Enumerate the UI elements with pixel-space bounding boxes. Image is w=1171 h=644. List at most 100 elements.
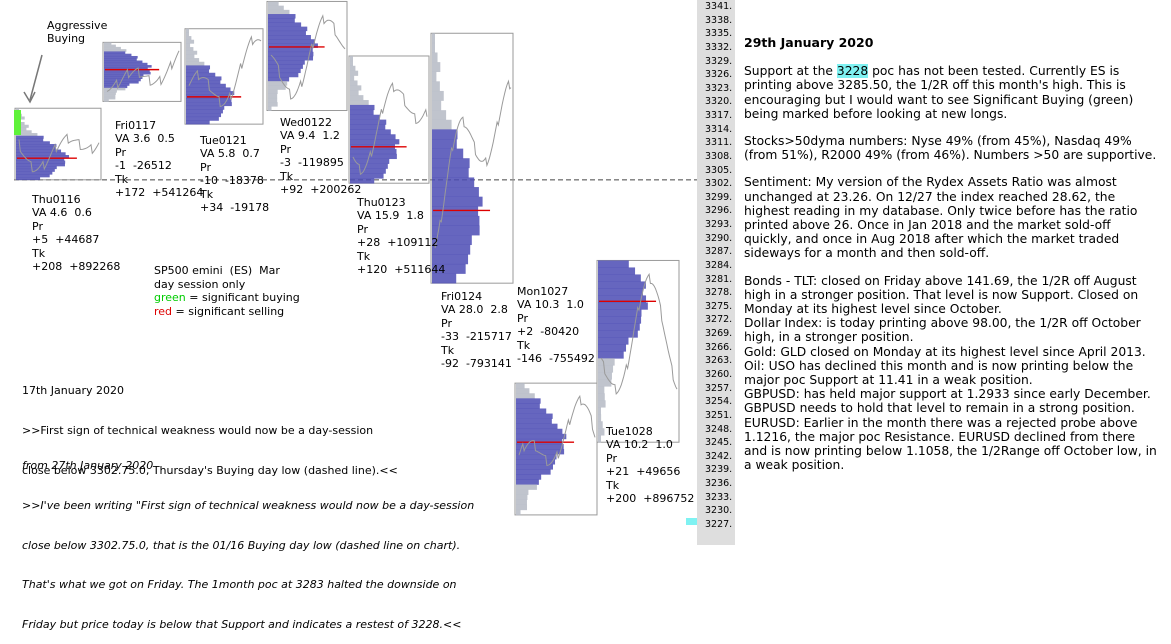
profile-bar (104, 65, 152, 68)
session-label-Tue1028: Tue1028 VA 10.2 1.0 Pr +21 +49656 Tk +200 +89… (606, 425, 694, 505)
profile-bar (432, 235, 472, 246)
profile-bar (432, 206, 479, 217)
commentary-intermarket: Bonds - TLT: closed on Friday above 141.… (744, 273, 1157, 473)
legend-instrument: SP500 emini (ES) Mar (154, 264, 280, 277)
profile-bar (432, 90, 444, 101)
session-tk: Tk (606, 478, 620, 492)
profile-bar (16, 108, 19, 112)
session-tk_val: +208 +892268 (32, 260, 121, 274)
profile-bar (16, 160, 66, 164)
profile-bar (268, 5, 284, 11)
profile-bar (104, 99, 109, 102)
session-label-Thu0116: Thu0116 VA 4.6 0.6 Pr +5 +44687 Tk +208 +8922… (32, 193, 120, 273)
price-tick: 3281. (705, 273, 733, 285)
profile-bar (516, 489, 529, 495)
profile-bar (268, 68, 301, 74)
session-pr_val: -1 -26512 (115, 159, 172, 173)
profile-bar (268, 47, 313, 53)
price-tick: 3311. (705, 137, 733, 149)
session-label-Thu0123: Thu0123 VA 15.9 1.8 Pr +28 +109112 Tk +120 +5… (357, 196, 445, 276)
profile-bar (350, 148, 397, 155)
session-frame-Thu0123 (348, 55, 430, 184)
price-tick: 3245. (705, 437, 733, 449)
profile-bar (432, 148, 464, 159)
arrow-shaft (29, 54, 43, 101)
note-jan27: from 27th January 2020 >>I've been writi… (22, 459, 475, 631)
profile-bar (432, 52, 438, 63)
profile-bar (268, 76, 290, 82)
profile-bar (350, 55, 353, 62)
profile-bar (516, 484, 537, 490)
profile-bar (598, 372, 612, 380)
price-path-Fri0124 (434, 79, 512, 249)
profile-bar (432, 110, 447, 121)
price-tick: 3332. (705, 41, 733, 53)
profile-bar (432, 138, 457, 149)
session-tk_val: +120 +511644 (357, 263, 446, 277)
commentary: 29th January 2020 Support at the 3228 po… (744, 35, 1158, 473)
profile-bar (432, 196, 483, 207)
session-frame-Mon1027 (514, 382, 598, 516)
profile-bar (104, 55, 138, 59)
profile-bar (350, 178, 375, 184)
price-tick: 3302. (705, 178, 733, 190)
profile-bar (186, 113, 222, 118)
aggressive-buying-annotation: Aggressive Buying (47, 19, 108, 46)
profile-bar (104, 44, 116, 48)
profile-bar (104, 96, 116, 100)
profile-bar (16, 177, 41, 181)
profile-bar (104, 83, 130, 86)
price-tick: 3290. (705, 232, 733, 244)
session-frame-Fri0124 (430, 32, 514, 284)
profile-bar (350, 60, 353, 67)
session-label-Wed0122: Wed0122 VA 9.4 1.2 Pr -3 -119895 Tk +92 +2002… (280, 116, 361, 196)
profile-bar (350, 75, 355, 81)
profile-bar (268, 9, 290, 15)
price-tick: 3293. (705, 219, 733, 231)
profile-bar (432, 33, 435, 44)
session-name: Fri0117 (115, 119, 157, 132)
session-pr_val: -3 -119895 (280, 156, 344, 170)
profile-bar (186, 65, 211, 70)
session-va: VA 28.0 2.8 (441, 303, 508, 317)
session-pr_val: -33 -215717 (441, 330, 512, 344)
profile-bar (516, 398, 541, 404)
profile-bar (104, 58, 137, 61)
profile-bar (598, 337, 629, 345)
profile-bar (516, 418, 552, 424)
profile-bar (268, 55, 314, 61)
profile-bar (432, 273, 457, 284)
session-frame-Fri0117 (102, 41, 182, 102)
profile-bar (268, 26, 308, 32)
profile-bar (16, 171, 53, 175)
session-pr_val: +28 +109112 (357, 236, 439, 250)
profile-bar (350, 100, 369, 106)
profile-bar (268, 43, 318, 48)
profile-bar (186, 83, 226, 88)
profile-bar (432, 100, 442, 111)
profile-bar (104, 46, 121, 50)
price-path-Fri0117 (106, 50, 180, 92)
profile-bar (516, 459, 556, 465)
price-path-Tue0121 (188, 35, 262, 108)
session-pr_val: -10 -18378 (200, 174, 264, 188)
profile-bar (186, 87, 231, 92)
price-tick: 3326. (705, 69, 733, 81)
price-scale: 3341. 3338. 3335. 3332. 3329. 3326. 3323. 3320.… (697, 0, 735, 545)
profile-bar (516, 383, 525, 389)
profile-bar (16, 130, 32, 134)
price-tick: 3299. (705, 191, 733, 203)
profile-bar (104, 67, 148, 70)
profile-bar (16, 146, 56, 150)
price-path-Thu0123 (352, 81, 428, 176)
profile-bar (432, 254, 469, 265)
profile-bar (350, 65, 356, 71)
profile-bar (350, 173, 384, 179)
profile-bar (350, 109, 374, 116)
session-name: Fri0124 (441, 290, 483, 303)
session-name: Tue0121 (200, 134, 247, 147)
profile-bar (186, 91, 235, 96)
session-pr: Pr (200, 160, 211, 174)
profile-bar (268, 93, 278, 99)
profile-bar (516, 469, 551, 475)
